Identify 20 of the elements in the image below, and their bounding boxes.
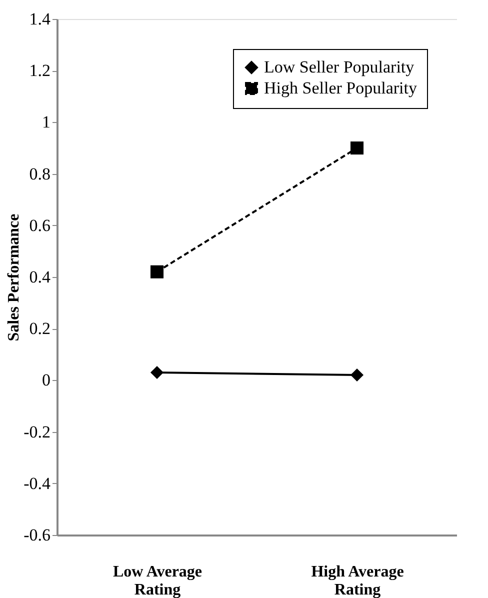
y-tick-label: 1 xyxy=(42,112,50,132)
y-tick-label: 0 xyxy=(42,370,50,390)
y-tick-label: -0.4 xyxy=(24,474,51,493)
y-tick-label: 0.2 xyxy=(29,319,50,338)
legend-label: Low Seller Popularity xyxy=(264,58,415,76)
point xyxy=(150,265,164,278)
y-axis-title: Sales Performance xyxy=(6,214,23,342)
y-tick-label: 1.4 xyxy=(29,10,51,28)
x-tick-label: High Average Rating xyxy=(311,564,404,598)
y-tick-label: 1.2 xyxy=(29,61,50,80)
legend-label: High Seller Popularity xyxy=(264,78,418,98)
y-tick-label: -0.2 xyxy=(24,422,50,442)
point xyxy=(150,366,164,379)
y-tick-label: -0.6 xyxy=(24,526,50,544)
point xyxy=(350,141,364,155)
y-tick-label: 0.8 xyxy=(29,164,50,184)
point xyxy=(350,368,364,382)
x-tick-label: Low Average Rating xyxy=(112,564,202,598)
y-tick-label: 0.6 xyxy=(29,216,50,235)
y-tick-label: 0.4 xyxy=(29,268,51,286)
